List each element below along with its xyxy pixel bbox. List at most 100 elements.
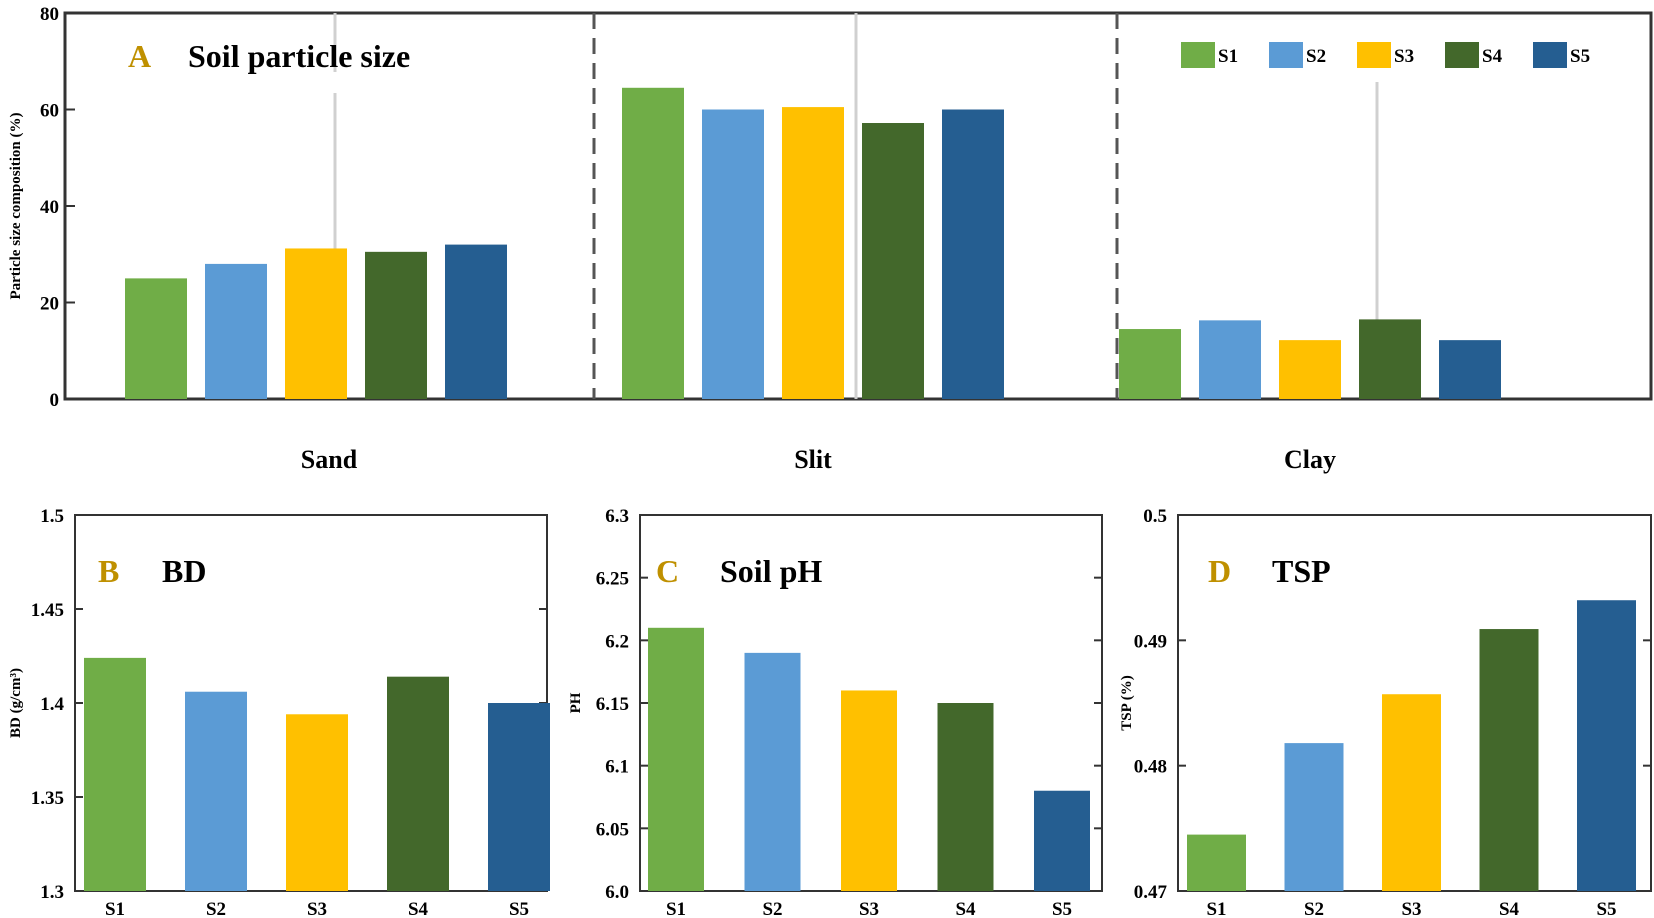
panel-b-x-tick-label: S3 xyxy=(307,899,327,918)
panel-b-bd-chart: 1.31.351.41.451.5 S1 S2 S3 S4 S5 BD (g/cm³) … xyxy=(8,506,550,918)
panel-a-legend-label: S5 xyxy=(1570,46,1590,67)
panel-c-x-categories: S1 S2 S3 S4 S5 xyxy=(666,899,1072,918)
panel-c-x-tick-label: S4 xyxy=(955,899,976,918)
panel-a-bar-s3-sand xyxy=(285,248,347,399)
panel-c-y-tick-label: 6.25 xyxy=(596,569,629,590)
panel-b-bar-s2 xyxy=(185,691,247,891)
panel-d-bar-s4 xyxy=(1479,629,1539,891)
panel-d-bars xyxy=(1187,600,1636,891)
panel-a-bar-s5-clay xyxy=(1439,340,1501,399)
panel-a-bar-s4-clay xyxy=(1359,319,1421,399)
panel-b-bar-s3 xyxy=(286,714,348,891)
panel-a-bar-s2-clay xyxy=(1199,320,1261,399)
panel-a-bar-s4-sand xyxy=(365,251,427,399)
panel-d-bar-s1 xyxy=(1187,834,1246,891)
panel-d-x-categories: S1 S2 S3 S4 S5 xyxy=(1206,899,1616,918)
panel-a-y-tick-label: 60 xyxy=(40,101,59,122)
panel-b-title: BD xyxy=(162,553,206,589)
panel-c-y-tick-label: 6.15 xyxy=(596,694,629,715)
panel-a-bar-s4-slit xyxy=(862,123,924,399)
panel-b-bars xyxy=(84,657,550,891)
panel-a-bar-s2-sand xyxy=(205,263,267,399)
panel-a-legend-label: S1 xyxy=(1218,46,1238,67)
panel-a-bars xyxy=(125,87,1501,400)
panel-d-y-tick-label: 0.5 xyxy=(1143,506,1167,527)
panel-c-x-tick-label: S1 xyxy=(666,899,686,918)
panel-a-legend-swatch-s1 xyxy=(1181,42,1215,68)
panel-a-legend-swatch-s5 xyxy=(1533,42,1567,68)
panel-a-category-label: Sand xyxy=(301,445,358,474)
panel-b-x-tick-label: S1 xyxy=(105,899,125,918)
panel-b-y-tick-label: 1.45 xyxy=(31,600,64,621)
panel-b-y-tick-label: 1.5 xyxy=(40,506,64,527)
panel-a-title: Soil particle size xyxy=(188,38,410,74)
panel-c-bar-s5 xyxy=(1034,790,1090,891)
panel-c-y-tick-label: 6.05 xyxy=(596,819,629,840)
panel-a-y-tick-label: 80 xyxy=(40,4,59,25)
panel-a-x-categories: Sand Slit Clay xyxy=(301,445,1336,474)
panel-b-bar-s5 xyxy=(488,703,550,891)
panel-d-y-tick-label: 0.47 xyxy=(1134,882,1168,903)
panel-a-bar-s3-slit xyxy=(782,107,844,400)
panel-c-title: Soil pH xyxy=(720,553,822,589)
panel-c-x-tick-label: S2 xyxy=(762,899,782,918)
panel-a-legend-label: S4 xyxy=(1482,46,1503,67)
panel-b-y-tick-label: 1.3 xyxy=(40,882,64,903)
panel-a-legend-swatch-s2 xyxy=(1269,42,1303,68)
panel-c-y-tick-label: 6.0 xyxy=(605,882,629,903)
panel-a-legend-label: S2 xyxy=(1306,46,1326,67)
panel-d-x-tick-label: S5 xyxy=(1596,899,1616,918)
panel-a-category-label: Clay xyxy=(1284,445,1336,474)
panel-a-bar-s1-slit xyxy=(622,87,684,399)
panel-c-y-ticks: 6.0 6.05 6.1 6.15 6.2 6.25 6.3 xyxy=(596,506,1102,903)
panel-d-y-tick-label: 0.48 xyxy=(1134,757,1167,778)
panel-a-y-ticks: 0 20 40 60 80 xyxy=(40,4,75,411)
panel-d-y-tick-label: 0.49 xyxy=(1134,631,1167,652)
panel-a-bar-s1-clay xyxy=(1119,329,1181,399)
panel-b-y-tick-label: 1.35 xyxy=(31,788,64,809)
panel-b-x-tick-label: S2 xyxy=(206,899,226,918)
panel-a-y-tick-label: 20 xyxy=(40,294,59,315)
panel-d-y-ticks: 0.47 0.48 0.49 0.5 xyxy=(1134,506,1651,903)
panel-c-y-tick-label: 6.3 xyxy=(605,506,629,527)
panel-b-bar-s4 xyxy=(387,676,449,891)
panel-a-legend-swatch-s4 xyxy=(1445,42,1479,68)
panel-a-letter: A xyxy=(128,38,151,74)
panel-b-letter: B xyxy=(98,553,119,589)
panel-d-bar-s3 xyxy=(1382,694,1441,891)
panel-c-bar-s2 xyxy=(744,652,801,891)
panel-d-tsp-chart: 0.47 0.48 0.49 0.5 S1 S2 S3 S4 S5 TSP (%) D TSP xyxy=(1119,506,1652,918)
panel-d-x-tick-label: S3 xyxy=(1401,899,1421,918)
panel-d-bar-s5 xyxy=(1577,600,1636,891)
panel-c-x-tick-label: S5 xyxy=(1052,899,1072,918)
panel-b-y-axis-label: BD (g/cm³) xyxy=(8,668,24,738)
panel-d-x-tick-label: S2 xyxy=(1304,899,1324,918)
panel-a-bar-s3-clay xyxy=(1279,340,1341,399)
panel-d-x-tick-label: S1 xyxy=(1206,899,1226,918)
panel-a-bar-s5-sand xyxy=(445,244,507,399)
panel-c-bars xyxy=(648,627,1090,891)
panel-b-x-tick-label: S4 xyxy=(408,899,429,918)
panel-b-y-ticks: 1.3 1.35 1.4 1.45 1.5 xyxy=(31,506,547,903)
panel-a-legend-label: S3 xyxy=(1394,46,1414,67)
panel-d-title: TSP xyxy=(1272,553,1331,589)
panel-a-bar-s5-slit xyxy=(942,109,1004,399)
panel-c-soil-ph-chart: 6.0 6.05 6.1 6.15 6.2 6.25 6.3 S1 S2 S3 S4 S5 PH C… xyxy=(568,506,1103,918)
panel-d-y-axis-label: TSP (%) xyxy=(1119,675,1135,730)
panel-c-y-axis-label: PH xyxy=(568,692,584,713)
panel-b-y-tick-label: 1.4 xyxy=(40,694,64,715)
panel-c-bar-s4 xyxy=(937,703,994,891)
panel-c-x-tick-label: S3 xyxy=(859,899,879,918)
panel-a-particle-size-chart: 0 20 40 60 80 Sand Slit Clay Particle size com… xyxy=(8,4,1653,474)
panel-b-bar-s1 xyxy=(84,657,146,891)
panel-a-y-tick-label: 0 xyxy=(50,390,60,411)
panel-a-bar-s2-slit xyxy=(702,109,764,399)
panel-c-bar-s1 xyxy=(648,627,704,891)
panel-c-y-tick-label: 6.1 xyxy=(605,757,629,778)
panel-d-bar-s2 xyxy=(1284,743,1344,891)
panel-c-y-tick-label: 6.2 xyxy=(605,631,629,652)
panel-b-x-tick-label: S5 xyxy=(509,899,529,918)
panel-a-bar-s1-sand xyxy=(125,278,187,399)
panel-a-category-label: Slit xyxy=(794,445,832,474)
